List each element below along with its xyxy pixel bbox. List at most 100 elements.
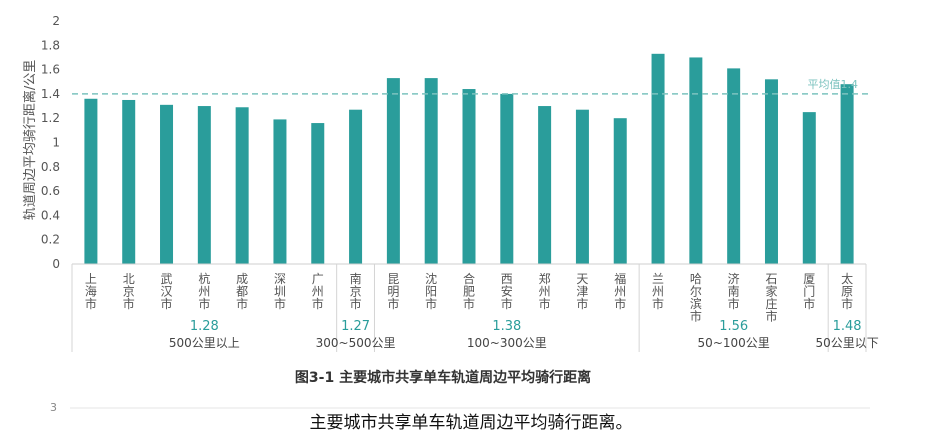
bar xyxy=(424,78,438,264)
svg-text:沈: 沈 xyxy=(425,271,437,286)
bars-layer xyxy=(84,53,854,265)
x-tick-label: 上海市 xyxy=(85,272,97,311)
x-tick-label: 合肥市 xyxy=(463,271,475,311)
svg-text:哈: 哈 xyxy=(690,272,702,286)
bar xyxy=(764,79,778,264)
svg-text:海: 海 xyxy=(85,284,97,299)
svg-text:郑: 郑 xyxy=(539,271,551,286)
svg-text:汉: 汉 xyxy=(161,285,173,299)
svg-text:市: 市 xyxy=(539,296,551,311)
bar xyxy=(651,53,665,265)
svg-text:市: 市 xyxy=(350,296,362,311)
svg-text:肥: 肥 xyxy=(463,285,475,299)
reference-line-label: 平均值1.4 xyxy=(808,78,859,91)
svg-text:市: 市 xyxy=(841,296,853,311)
y-tick-label: 0.2 xyxy=(41,233,60,247)
svg-text:广: 广 xyxy=(312,272,324,286)
svg-text:市: 市 xyxy=(501,296,513,311)
y-tick-label: 1 xyxy=(52,136,60,150)
svg-text:滨: 滨 xyxy=(690,296,702,311)
x-tick-label: 广州市 xyxy=(312,272,324,311)
svg-text:尔: 尔 xyxy=(690,284,702,299)
x-tick-label: 兰州市 xyxy=(652,272,664,311)
group-labels-layer: 1.28 500公里以上 1.27 300~500公里 1.38 100~300公里 1.5… xyxy=(71,264,879,352)
x-tick-label: 杭州市 xyxy=(198,271,210,311)
reference-line-layer: 平均值1.4 xyxy=(72,78,872,95)
x-axis: 上海市北京市武汉市杭州市成都市深圳市广州市南京市昆明市沈阳市合肥市西安市郑州市天… xyxy=(72,263,866,324)
svg-text:京: 京 xyxy=(123,285,135,299)
svg-text:家: 家 xyxy=(765,284,777,299)
bar xyxy=(311,123,325,264)
x-tick-label: 昆明市 xyxy=(387,272,399,311)
y-axis: 0 0.2 0.4 0.6 0.8 1 1.2 1.4 1.6 1.8 2 xyxy=(41,14,60,271)
svg-text:州: 州 xyxy=(652,285,664,299)
svg-text:都: 都 xyxy=(236,285,248,299)
svg-text:州: 州 xyxy=(539,285,551,299)
svg-text:石: 石 xyxy=(765,272,777,286)
bar xyxy=(538,106,552,264)
group-average: 1.38 xyxy=(492,319,521,334)
y-tick-label: 0 xyxy=(52,257,60,271)
svg-text:州: 州 xyxy=(614,285,626,299)
svg-text:市: 市 xyxy=(387,296,399,311)
y-axis-label: 轨道周边平均骑行距离/公里 xyxy=(22,60,38,220)
svg-text:安: 安 xyxy=(501,284,513,299)
svg-text:州: 州 xyxy=(312,285,324,299)
svg-text:市: 市 xyxy=(236,296,248,311)
y-tick-label: 2 xyxy=(52,14,60,28)
x-tick-label: 南京市 xyxy=(350,271,362,311)
bar xyxy=(349,109,363,264)
svg-text:市: 市 xyxy=(690,309,702,324)
x-tick-label: 太原市 xyxy=(841,271,853,311)
bar xyxy=(689,57,703,265)
svg-text:天: 天 xyxy=(576,272,588,286)
svg-text:津: 津 xyxy=(576,285,588,299)
group-label: 300~500公里 xyxy=(316,336,396,350)
bar xyxy=(840,84,854,265)
svg-text:武: 武 xyxy=(161,272,173,286)
x-tick-label: 厦门市 xyxy=(803,272,815,311)
svg-text:市: 市 xyxy=(198,296,210,311)
svg-text:杭: 杭 xyxy=(198,271,210,286)
next-chart-tick-label: 3 xyxy=(50,401,57,414)
x-tick-label: 济南市 xyxy=(728,271,740,311)
x-tick-label: 西安市 xyxy=(501,272,513,311)
chart-title: 图3-1 主要城市共享单车轨道周边平均骑行距离 xyxy=(295,369,591,386)
svg-text:合: 合 xyxy=(463,271,475,286)
y-tick-label: 0.4 xyxy=(41,208,60,222)
y-tick-label: 1.6 xyxy=(41,63,60,77)
bar xyxy=(122,99,136,264)
group-label: 100~300公里 xyxy=(467,336,547,350)
x-tick-label: 福州市 xyxy=(614,271,626,311)
x-tick-label: 深圳市 xyxy=(274,272,286,311)
svg-text:市: 市 xyxy=(312,296,324,311)
bar xyxy=(802,112,816,264)
group-label: 50公里以下 xyxy=(815,336,878,350)
figure-caption: 主要城市共享单车轨道周边平均骑行距离。 xyxy=(309,413,633,433)
svg-text:明: 明 xyxy=(387,285,399,299)
svg-text:南: 南 xyxy=(728,284,740,299)
svg-text:西: 西 xyxy=(501,272,513,286)
svg-text:成: 成 xyxy=(236,272,248,286)
svg-text:市: 市 xyxy=(161,296,173,311)
svg-text:门: 门 xyxy=(803,284,815,299)
svg-text:阳: 阳 xyxy=(425,285,437,299)
y-tick-label: 1.4 xyxy=(41,87,60,101)
svg-text:南: 南 xyxy=(350,271,362,286)
group-average: 1.28 xyxy=(190,319,219,334)
svg-text:市: 市 xyxy=(425,296,437,311)
svg-text:市: 市 xyxy=(803,296,815,311)
svg-text:圳: 圳 xyxy=(274,285,286,299)
bar xyxy=(500,93,514,265)
svg-text:厦: 厦 xyxy=(803,272,815,286)
y-tick-label: 0.6 xyxy=(41,184,60,198)
svg-text:市: 市 xyxy=(463,296,475,311)
svg-text:北: 北 xyxy=(123,272,135,286)
group-label: 500公里以上 xyxy=(169,336,240,350)
svg-text:兰: 兰 xyxy=(652,272,664,286)
x-tick-label: 成都市 xyxy=(236,272,248,311)
y-tick-label: 1.8 xyxy=(41,38,60,52)
